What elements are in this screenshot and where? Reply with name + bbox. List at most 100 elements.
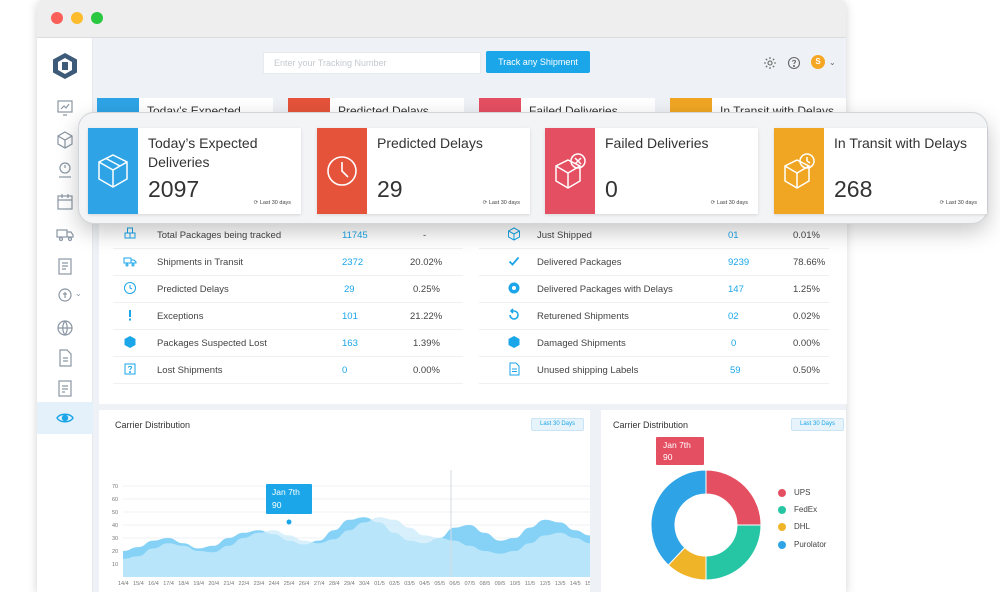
card-failed-deliveries[interactable]: Failed Deliveries 0 ⟳ Last 30 days xyxy=(545,128,758,214)
x-tick-label: 28/4 xyxy=(329,581,340,587)
stat-value[interactable]: 02 xyxy=(728,311,739,322)
truck-icon xyxy=(123,254,137,268)
stat-value[interactable]: 01 xyxy=(728,230,739,241)
card-period[interactable]: ⟳ Last 30 days xyxy=(710,200,748,206)
tracking-eye-icon[interactable] xyxy=(55,408,75,428)
package-icon[interactable] xyxy=(55,130,75,150)
x-tick-label: 09/5 xyxy=(495,581,506,587)
chart-title: Carrier Distribution xyxy=(613,420,689,430)
report-icon[interactable] xyxy=(55,256,75,276)
area-series-2[interactable] xyxy=(123,517,590,577)
chevron-down-icon[interactable]: ⌄ xyxy=(75,289,82,298)
x-tick-label: 02/5 xyxy=(389,581,400,587)
card-in-transit-delays[interactable]: In Transit with Delays 268 ⟳ Last 30 day… xyxy=(774,128,987,214)
x-tick-label: 05/5 xyxy=(434,581,445,587)
card-value: 0 xyxy=(605,176,618,202)
card-title: In Transit with Delays xyxy=(834,135,968,151)
stat-percent: 1.25% xyxy=(793,284,820,295)
maximize-window-button[interactable] xyxy=(91,12,103,24)
app-logo[interactable] xyxy=(51,52,79,80)
card-title: Failed Deliveries xyxy=(605,135,709,151)
donut-slice-fedex[interactable] xyxy=(705,524,762,581)
stat-row[interactable]: Predicted Delays 29 0.25% xyxy=(113,276,463,303)
clock-icon xyxy=(327,156,357,186)
stat-label: Returened Shipments xyxy=(537,311,629,322)
card-value: 268 xyxy=(834,176,873,202)
last-30-days-filter[interactable]: Last 30 Days xyxy=(531,418,585,431)
stat-percent: 0.00% xyxy=(793,338,820,349)
stat-value[interactable]: 163 xyxy=(342,338,358,349)
stat-value[interactable]: 2372 xyxy=(342,257,364,268)
background-card: In Transit with Delays xyxy=(670,98,846,116)
stat-row[interactable]: Just Shipped 01 0.01% xyxy=(479,222,829,249)
chart-title: Carrier Distribution xyxy=(115,420,191,430)
stat-row[interactable]: Damaged Shipments 0 0.00% xyxy=(479,330,829,357)
user-avatar[interactable]: S xyxy=(811,55,825,69)
card-period[interactable]: ⟳ Last 30 days xyxy=(253,200,291,206)
x-tick-label: 23/4 xyxy=(254,581,265,587)
x-tick-label: 10/5 xyxy=(510,581,521,587)
stat-value[interactable]: 101 xyxy=(342,311,358,322)
box-clock-icon xyxy=(784,153,815,189)
stat-label: Exceptions xyxy=(157,311,204,322)
globe-icon[interactable] xyxy=(55,318,75,338)
card-expected-deliveries[interactable]: Today’s Expected Deliveries 2097 ⟳ Last … xyxy=(88,128,301,214)
stat-value[interactable]: 29 xyxy=(344,284,355,295)
stat-row[interactable]: Packages Suspected Lost 163 1.39% xyxy=(113,330,463,357)
billing-icon[interactable] xyxy=(55,286,83,306)
stat-row[interactable]: Delivered Packages with Delays 147 1.25% xyxy=(479,276,829,303)
stat-value[interactable]: 59 xyxy=(730,365,741,376)
stat-label: Predicted Delays xyxy=(157,284,229,295)
legend-swatch xyxy=(778,506,786,514)
user-menu-chevron-icon[interactable]: ⌄ xyxy=(829,58,836,67)
shipment-alert-icon[interactable] xyxy=(55,160,75,180)
x-tick-label: 16/4 xyxy=(148,581,159,587)
stat-value[interactable]: 9239 xyxy=(728,257,750,268)
stat-row[interactable]: Delivered Packages 9239 78.66% xyxy=(479,249,829,276)
donut-chart xyxy=(650,469,762,581)
tracking-number-input[interactable] xyxy=(263,52,481,74)
stat-percent: 78.66% xyxy=(793,257,826,268)
x-tick-label: 03/5 xyxy=(404,581,415,587)
stat-row[interactable]: Total Packages being tracked 11745 - xyxy=(113,222,463,249)
invoice-icon[interactable] xyxy=(55,378,75,398)
card-period[interactable]: ⟳ Last 30 days xyxy=(939,200,977,206)
card-period[interactable]: ⟳ Last 30 days xyxy=(482,200,520,206)
stat-row[interactable]: Unused shipping Labels 59 0.50% xyxy=(479,357,829,384)
help-icon[interactable] xyxy=(787,56,801,70)
y-tick-label: 50 xyxy=(112,510,118,516)
stat-value[interactable]: 0 xyxy=(342,365,348,376)
last-30-days-filter[interactable]: Last 30 Days xyxy=(791,418,845,431)
stat-row[interactable]: Exceptions 101 21.22% xyxy=(113,303,463,330)
stat-value[interactable]: 0 xyxy=(731,338,737,349)
stat-label: Delivered Packages with Delays xyxy=(537,284,673,295)
stat-percent: 0.25% xyxy=(413,284,440,295)
tooltip-date: Jan 7th xyxy=(272,487,300,497)
stat-row[interactable]: Returened Shipments 02 0.02% xyxy=(479,303,829,330)
dashboard-icon[interactable] xyxy=(55,98,75,118)
x-tick-label: 24/4 xyxy=(269,581,280,587)
donut-slice-purolator[interactable] xyxy=(650,469,707,566)
stat-label: Delivered Packages xyxy=(537,257,622,268)
settings-gear-icon[interactable] xyxy=(763,56,777,70)
checkmark-icon xyxy=(507,254,521,268)
stat-row[interactable]: Lost Shipments 0 0.00% xyxy=(113,357,463,384)
stat-value[interactable]: 11745 xyxy=(342,230,368,241)
x-tick-label: 30/4 xyxy=(359,581,370,587)
minimize-window-button[interactable] xyxy=(71,12,83,24)
close-window-button[interactable] xyxy=(51,12,63,24)
document-icon[interactable] xyxy=(55,348,75,368)
x-tick-label: 01/5 xyxy=(374,581,385,587)
stat-row[interactable]: Shipments in Transit 2372 20.02% xyxy=(113,249,463,276)
card-swatch xyxy=(774,128,824,214)
stat-value[interactable]: 147 xyxy=(728,284,744,295)
calendar-icon[interactable] xyxy=(55,192,75,212)
track-shipment-button[interactable]: Track any Shipment xyxy=(486,51,590,73)
truck-icon[interactable] xyxy=(55,224,75,244)
stat-label: Just Shipped xyxy=(537,230,592,241)
question-box-icon xyxy=(123,362,137,376)
card-predicted-delays[interactable]: Predicted Delays 29 ⟳ Last 30 days xyxy=(317,128,530,214)
x-tick-label: 17/4 xyxy=(163,581,174,587)
donut-slice-ups[interactable] xyxy=(705,469,762,526)
stat-label: Unused shipping Labels xyxy=(537,365,639,376)
